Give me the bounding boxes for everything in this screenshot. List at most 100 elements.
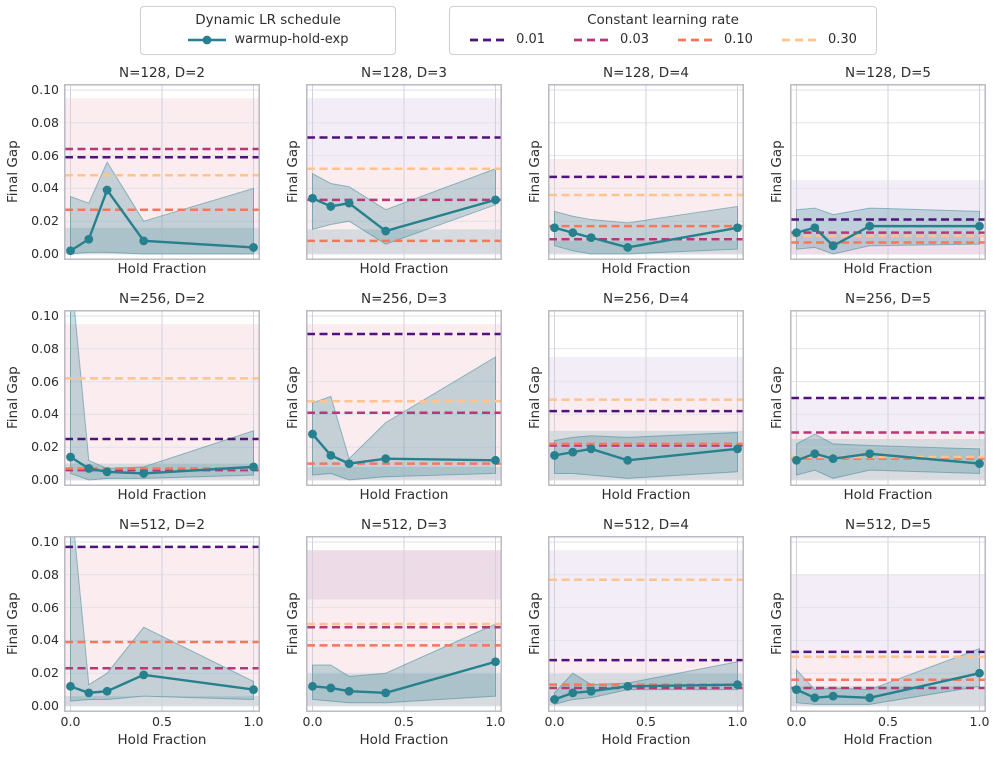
- x-tick-labels: 0.0 0.5 1.0: [303, 712, 506, 731]
- y-tick-label: 0.08: [31, 114, 59, 130]
- plot-canvas: [548, 84, 744, 260]
- x-tick-label: 0.5: [394, 714, 414, 729]
- subplot-n-256-d-5: N=256, D=5 Final Gap Hold Fraction: [769, 290, 986, 506]
- x-axis-label: Hold Fraction: [359, 732, 449, 748]
- y-tick-label: 0.04: [31, 180, 59, 196]
- x-axis-label: Hold Fraction: [117, 732, 207, 748]
- legend-dynamic-lr: Dynamic LR schedule warmup-hold-exp: [140, 6, 396, 55]
- plot-canvas: [548, 310, 744, 486]
- data-point-marker: [810, 449, 820, 459]
- x-axis-label: Hold Fraction: [117, 261, 207, 277]
- y-axis-label: Final Gap: [285, 140, 301, 204]
- data-point-marker: [828, 454, 838, 464]
- data-point-marker: [623, 455, 633, 465]
- subplot-n-512-d-3: N=512, D=3 Final Gap 0.0 0.5 1.0 Hold Fractio…: [285, 516, 506, 751]
- legend-lr-001-label: 0.01: [516, 32, 546, 47]
- data-point-marker: [733, 680, 742, 690]
- plot-canvas: [790, 536, 986, 712]
- y-axis-label: Final Gap: [527, 140, 543, 204]
- plot-canvas: [306, 536, 502, 712]
- data-point-marker: [623, 243, 633, 252]
- data-point-marker: [491, 657, 500, 667]
- x-axis-label: Hold Fraction: [843, 732, 933, 748]
- data-point-marker: [102, 686, 112, 696]
- x-tick-labels: 0.0 0.5 1.0: [61, 712, 264, 731]
- data-point-marker: [733, 444, 742, 454]
- x-tick-label: 0.0: [544, 714, 565, 729]
- plot-canvas: [306, 310, 502, 486]
- subplot-title: N=256, D=5: [844, 291, 932, 307]
- dashed-line-icon: [678, 38, 716, 41]
- data-point-marker: [586, 686, 596, 696]
- y-axis-label: Final Gap: [5, 592, 21, 656]
- y-tick-label: 0.10: [31, 82, 59, 97]
- y-tick-label: 0.00: [31, 472, 59, 487]
- data-point-marker: [84, 464, 94, 473]
- legend-dynamic-title: Dynamic LR schedule: [195, 12, 341, 28]
- data-point-marker: [308, 681, 317, 691]
- plot-canvas: [306, 84, 502, 260]
- data-point-marker: [308, 193, 317, 203]
- data-point-marker: [568, 228, 578, 238]
- data-point-marker: [550, 451, 559, 460]
- x-axis-label: Hold Fraction: [601, 261, 691, 277]
- plot-canvas: [64, 310, 260, 486]
- x-tick-label: 0.0: [60, 714, 81, 729]
- y-axis-label: Final Gap: [769, 592, 785, 656]
- y-tick-labels: 0.00 0.02 0.04 0.06 0.08 0.10: [22, 308, 64, 487]
- subplot-n-256-d-4: N=256, D=4 Final Gap Hold Fraction: [527, 290, 744, 506]
- subplot-title: N=256, D=4: [602, 291, 690, 307]
- y-tick-label: 0.04: [31, 632, 59, 648]
- data-point-marker: [344, 198, 354, 208]
- data-point-marker: [249, 685, 258, 694]
- data-point-marker: [326, 451, 336, 460]
- legend-item-lr-010: 0.10: [677, 32, 753, 47]
- x-tick-label: 1.0: [485, 714, 506, 729]
- data-point-marker: [381, 226, 391, 236]
- dashed-line-icon: [574, 38, 613, 41]
- data-point-marker: [102, 185, 112, 195]
- subplot-n-128-d-3: N=128, D=3 Final Gap Hold Fraction: [285, 64, 502, 280]
- legend-constant-lr: Constant learning rate 0.01 0.03 0.10 0.…: [449, 6, 877, 55]
- plot-canvas: [548, 536, 744, 712]
- legend-item-warmup-hold-exp: warmup-hold-exp: [187, 32, 349, 47]
- data-point-marker: [975, 459, 984, 468]
- subplot-title: N=256, D=2: [118, 291, 206, 307]
- data-point-marker: [550, 223, 559, 233]
- y-axis-label: Final Gap: [769, 366, 785, 430]
- y-tick-label: 0.06: [31, 147, 59, 163]
- data-point-marker: [381, 688, 391, 698]
- x-axis-label: Hold Fraction: [359, 487, 449, 503]
- subplot-title: N=512, D=3: [360, 517, 448, 533]
- data-point-marker: [139, 469, 149, 478]
- data-point-marker: [344, 459, 354, 468]
- teal-line-marker-icon: [188, 35, 227, 44]
- x-tick-label: 1.0: [969, 714, 990, 729]
- data-point-marker: [975, 221, 984, 231]
- data-point-marker: [308, 429, 317, 439]
- subplot-title: N=256, D=3: [360, 291, 448, 307]
- legend-item-lr-001: 0.01: [469, 32, 545, 47]
- plot-canvas: [790, 84, 986, 260]
- data-point-marker: [568, 688, 578, 698]
- data-point-marker: [491, 455, 500, 465]
- x-tick-labels: 0.0 0.5 1.0: [787, 712, 990, 731]
- data-point-marker: [865, 693, 875, 703]
- subplot-title: N=128, D=5: [844, 65, 932, 81]
- x-axis-label: Hold Fraction: [843, 487, 933, 503]
- subplot-n-128-d-4: N=128, D=4 Final Gap Hold Fraction: [527, 64, 744, 280]
- plot-canvas: [64, 84, 260, 260]
- x-tick-label: 0.5: [636, 714, 656, 729]
- y-tick-label: 0.08: [31, 566, 59, 582]
- data-point-marker: [975, 668, 984, 678]
- data-point-marker: [568, 447, 578, 457]
- data-point-marker: [623, 681, 633, 691]
- data-point-marker: [792, 455, 801, 465]
- y-axis-label: Final Gap: [769, 140, 785, 204]
- legend-item-lr-003: 0.03: [573, 32, 649, 47]
- x-tick-label: 1.0: [727, 714, 748, 729]
- data-point-marker: [344, 686, 354, 696]
- dashed-line-icon: [781, 38, 820, 41]
- data-point-marker: [381, 454, 391, 464]
- data-point-marker: [249, 243, 258, 252]
